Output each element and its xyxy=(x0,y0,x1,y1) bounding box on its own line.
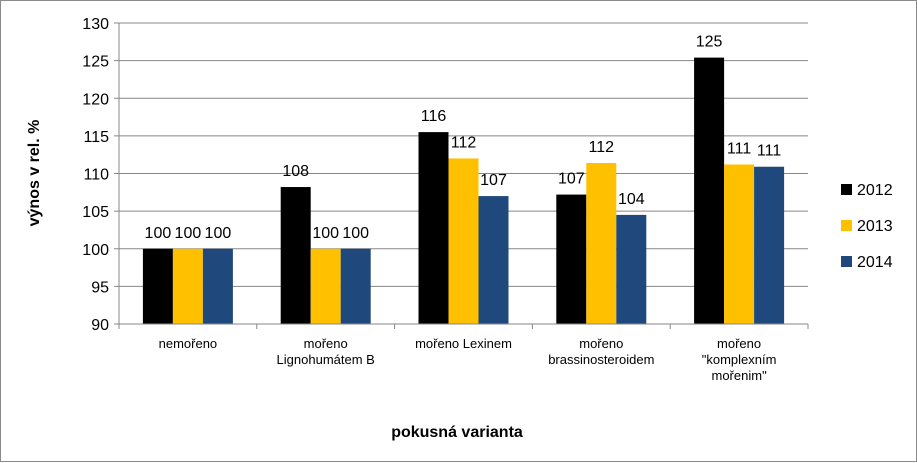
bar-2013 xyxy=(448,158,479,324)
data-label: 111 xyxy=(757,143,781,160)
bar-2012 xyxy=(418,132,449,324)
y-tick-label: 115 xyxy=(83,129,109,146)
data-label: 100 xyxy=(312,225,339,242)
y-tick-label: 100 xyxy=(82,242,109,259)
data-label: 100 xyxy=(175,225,202,242)
x-category-label: nemořeno xyxy=(159,336,218,351)
y-tick-label: 120 xyxy=(82,91,109,108)
y-axis-title: výnos v rel. % xyxy=(26,120,43,227)
data-label: 107 xyxy=(558,171,585,188)
bar-2014 xyxy=(202,248,233,324)
data-label: 125 xyxy=(696,34,723,51)
data-label: 112 xyxy=(589,139,615,156)
bar-2014 xyxy=(478,196,509,324)
x-category-label: mořeno xyxy=(579,336,623,351)
data-label: 108 xyxy=(282,163,309,180)
y-tick-label: 105 xyxy=(82,204,109,221)
legend-label-2014: 2014 xyxy=(857,254,893,271)
data-label: 100 xyxy=(145,225,172,242)
legend-swatch-2013 xyxy=(841,220,852,231)
data-label: 112 xyxy=(451,134,477,151)
bar-2012 xyxy=(556,194,587,324)
bar-2013 xyxy=(172,248,203,324)
data-label: 104 xyxy=(618,191,645,208)
axes xyxy=(114,22,809,329)
x-category-label: mořeno xyxy=(717,336,761,351)
data-label: 116 xyxy=(421,108,447,125)
x-category-label: mořeno xyxy=(304,336,348,351)
bars xyxy=(142,57,785,325)
data-label: 100 xyxy=(342,225,369,242)
legend-swatch-2014 xyxy=(841,256,852,267)
data-label: 100 xyxy=(205,225,232,242)
legend-label-2013: 2013 xyxy=(857,218,893,235)
x-category-label: Lignohumátem B xyxy=(277,352,375,367)
data-label: 111 xyxy=(727,140,751,157)
bar-2012 xyxy=(694,57,725,325)
y-tick-label: 110 xyxy=(83,167,109,184)
y-tick-label: 125 xyxy=(82,54,109,71)
bar-2012 xyxy=(142,248,173,324)
bar-2013 xyxy=(724,164,755,324)
legend-label-2012: 2012 xyxy=(857,182,893,199)
y-tick-label: 130 xyxy=(82,16,109,33)
legend-swatch-2012 xyxy=(841,184,852,195)
bar-2014 xyxy=(340,248,371,324)
x-category-label: mořenim" xyxy=(712,368,768,383)
x-category-label: mořeno Lexinem xyxy=(415,336,512,351)
x-category-label: brassinosteroidem xyxy=(548,352,654,367)
legend: 2012 2013 2014 xyxy=(841,182,893,271)
x-axis-title: pokusná varianta xyxy=(391,424,523,441)
bar-2014 xyxy=(754,166,785,324)
bar-2012 xyxy=(280,187,311,324)
bar-2013 xyxy=(586,162,617,324)
y-tick-label: 90 xyxy=(91,317,109,334)
x-category-label: "komplexním xyxy=(702,352,777,367)
bar-2013 xyxy=(310,248,341,324)
y-tick-label: 95 xyxy=(91,279,109,296)
bar-2014 xyxy=(616,214,647,324)
data-label: 107 xyxy=(480,172,507,189)
